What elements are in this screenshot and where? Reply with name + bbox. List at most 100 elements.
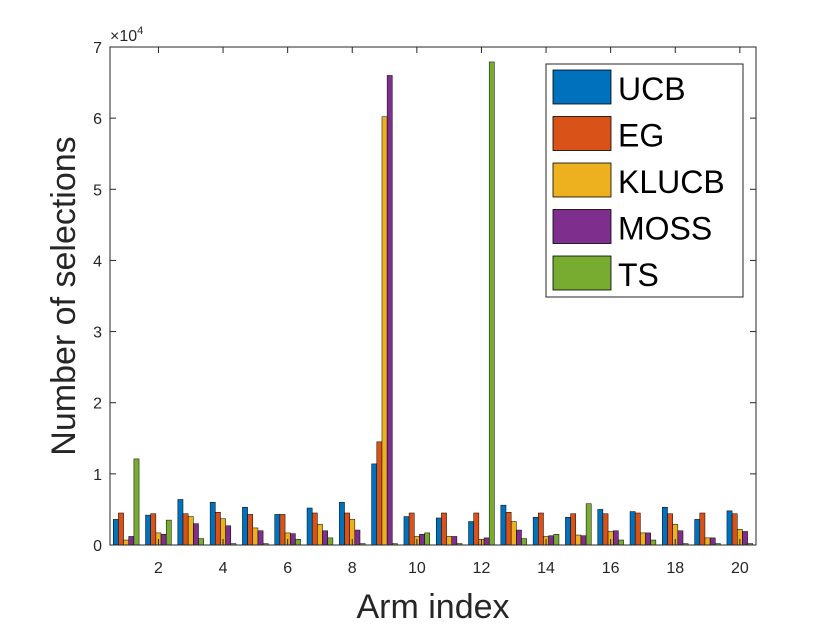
bar-ts-arm-6 [295,539,301,546]
legend-label-eg: EG [618,118,664,154]
bar-ucb-arm-12 [468,521,474,546]
legend-swatch-moss [552,209,612,244]
bar-ucb-arm-7 [306,507,313,546]
y-tick-label: 7 [93,40,102,57]
bar-eg-arm-6 [279,514,286,546]
bar-moss-arm-4 [225,525,232,546]
x-tick-label: 14 [537,560,555,577]
bar-eg-arm-17 [634,512,641,546]
bar-ucb-arm-4 [209,502,216,546]
y-tick-label: 6 [93,111,102,128]
bar-ts-arm-12 [488,61,495,546]
bar-eg-arm-1 [118,512,124,546]
bar-eg-arm-4 [215,512,221,546]
x-tick-label: 2 [154,560,163,577]
bar-moss-arm-10 [419,534,425,546]
bar-ucb-arm-1 [112,519,119,546]
bar-moss-arm-2 [160,534,167,546]
bar-moss-arm-15 [580,535,587,546]
bar-eg-arm-13 [505,512,512,546]
bar-moss-arm-8 [354,529,361,546]
legend-label-ts: TS [618,257,659,293]
x-tick-label: 12 [473,560,491,577]
bar-ucb-arm-5 [242,507,248,546]
bar-klucb-arm-15 [575,534,582,546]
bar-klucb-arm-19 [704,537,711,546]
bar-ucb-arm-16 [597,509,604,546]
bar-moss-arm-17 [645,532,651,546]
bar-eg-arm-2 [150,513,157,546]
axes-box [109,46,757,546]
legend-swatch-klucb [552,162,612,198]
bar-ts-arm-17 [650,539,657,546]
x-tick-label: 6 [283,560,292,577]
bar-moss-arm-3 [193,523,199,546]
bar-ts-arm-1 [133,458,140,546]
y-tick-label: 4 [93,253,102,270]
x-tick-label: 10 [408,560,426,577]
bar-moss-arm-11 [451,536,458,546]
bar-moss-arm-9 [386,75,393,546]
bar-eg-arm-12 [473,512,480,546]
bar-eg-arm-18 [667,513,673,546]
bar-ts-arm-13 [521,538,527,546]
bar-moss-arm-19 [709,537,716,546]
bar-moss-arm-6 [289,533,296,546]
bar-eg-arm-16 [602,513,609,546]
y-axis-multiplier: ×104 [110,25,143,45]
x-tick-label: 16 [602,560,620,577]
bar-ucb-arm-3 [177,499,184,546]
bar-eg-arm-3 [182,513,189,546]
bar-ucb-arm-10 [403,516,410,546]
bar-klucb-arm-3 [187,516,194,546]
x-tick-label: 20 [731,560,749,577]
bar-klucb-arm-17 [640,532,646,546]
legend-swatch-ts [552,255,612,291]
bar-ucb-arm-14 [532,517,539,546]
bar-moss-arm-7 [322,530,328,546]
bar-moss-arm-12 [483,537,490,546]
bar-klucb-arm-5 [252,527,259,546]
x-tick-label: 8 [348,560,357,577]
bar-ts-arm-2 [165,519,172,546]
legend-label-moss: MOSS [618,211,712,247]
bar-eg-arm-9 [376,441,383,546]
legend-label-ucb: UCB [618,71,686,107]
y-tick-label: 0 [93,538,102,555]
bar-ts-arm-7 [327,537,334,546]
bar-eg-arm-14 [538,512,544,546]
bar-klucb-arm-11 [446,536,452,546]
bar-moss-arm-18 [677,530,684,546]
bar-klucb-arm-7 [317,524,323,546]
legend: UCB EG KLUCB MOSS TS [545,63,744,298]
legend-label-klucb: KLUCB [618,164,725,200]
bar-moss-arm-13 [516,529,522,546]
x-tick-label: 18 [666,560,684,577]
bar-moss-arm-1 [128,536,135,546]
bar-eg-arm-8 [344,512,350,546]
bar-ucb-arm-2 [145,514,151,546]
bar-ucb-arm-8 [339,502,345,546]
y-tick-label: 3 [93,325,102,342]
bar-ucb-arm-17 [629,511,636,546]
bar-eg-arm-19 [699,512,706,546]
bar-ts-arm-3 [198,538,204,546]
bar-ucb-arm-6 [274,514,281,546]
bar-ucb-arm-20 [726,510,733,546]
bar-eg-arm-15 [570,513,577,546]
bar-moss-arm-5 [257,530,264,546]
bar-klucb-arm-13 [510,521,517,546]
bar-ts-arm-14 [553,534,560,546]
x-tick-label: 4 [219,560,228,577]
bar-ucb-arm-19 [694,519,701,546]
legend-swatch-ucb [552,69,612,105]
bar-klucb-arm-1 [123,539,129,546]
bar-moss-arm-14 [548,535,555,546]
bar-eg-arm-20 [731,513,738,546]
y-tick-label: 5 [93,182,102,199]
bar-eg-arm-7 [311,512,318,546]
y-axis-multiplier-exponent: 4 [137,25,143,37]
y-axis-label: Number of selections [45,136,83,455]
bar-ucb-arm-9 [371,463,378,546]
